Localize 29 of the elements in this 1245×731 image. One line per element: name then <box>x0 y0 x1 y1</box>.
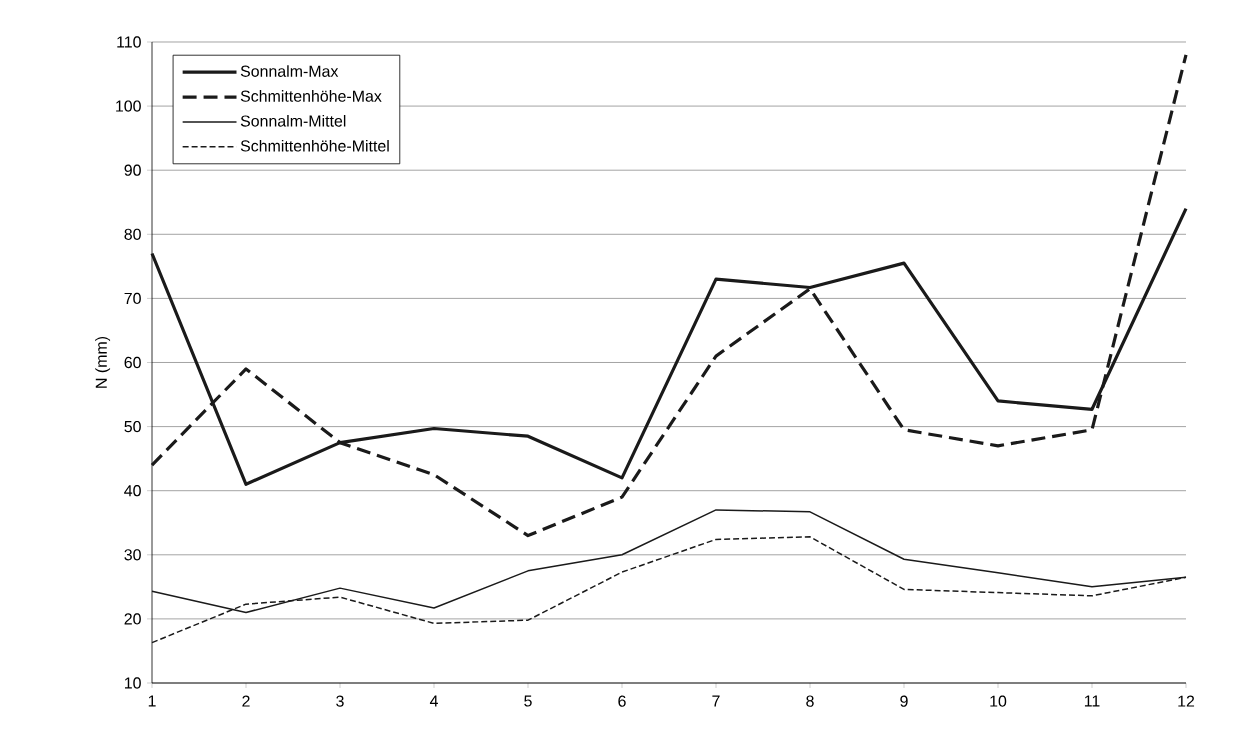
x-tick-label: 7 <box>712 695 720 707</box>
x-tick-label: 11 <box>1084 695 1100 707</box>
x-tick-label: 4 <box>429 695 438 707</box>
y-tick-label: 70 <box>124 292 141 305</box>
y-axis-title: N (mm) <box>95 336 111 388</box>
x-tick-label: 3 <box>336 695 344 707</box>
y-tick-label: 30 <box>124 549 141 561</box>
y-tick-label: 20 <box>124 613 141 625</box>
y-tick-label: 90 <box>124 164 141 176</box>
y-tick-label: 60 <box>124 356 141 369</box>
x-tick-label: 6 <box>618 695 626 707</box>
legend-label: Sonnalm-Max <box>240 65 339 77</box>
y-tick-label: 10 <box>125 677 141 689</box>
y-tick-label: 110 <box>117 36 141 48</box>
legend-label: Schmittenhöhe-Mittel <box>240 139 389 152</box>
line-series <box>150 53 1188 538</box>
x-tick-label: 12 <box>1178 695 1195 707</box>
x-tick-label: 10 <box>990 695 1007 707</box>
x-tick-label: 8 <box>806 695 814 707</box>
x-tick-label: 5 <box>524 695 532 707</box>
legend-label: Schmittenhöhe-Max <box>240 90 382 102</box>
y-tick-label: 100 <box>116 100 141 112</box>
y-tick-label: 40 <box>124 485 141 497</box>
x-tick-label: 2 <box>242 695 250 707</box>
y-tick-label: 80 <box>124 228 141 240</box>
legend-label: Sonnalm-Mittel <box>240 114 346 127</box>
x-tick-label: 9 <box>900 695 908 707</box>
y-tick-label: 50 <box>124 420 141 433</box>
x-tick-label: 1 <box>148 695 156 707</box>
